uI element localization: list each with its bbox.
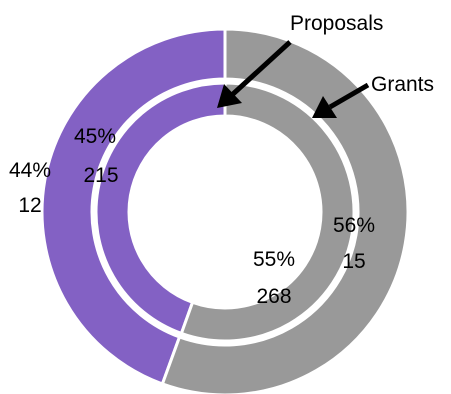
outer-slice-2-percent-label: 56% [333,214,375,237]
outer-slice-1-percent-label: 44% [9,159,51,182]
inner-slice-2-count-label: 268 [256,285,291,308]
outer-ring-callout-label: Grants [371,73,434,96]
outer-slice-1-count-label: 12 [18,194,41,217]
inner-slice-2-percent-label: 55% [253,248,295,271]
inner-slice-1-percent-label: 45% [74,125,116,148]
inner-ring-callout-label: Proposals [290,12,383,35]
inner-slice-1-count-label: 215 [83,164,118,187]
outer-slice-2-count-label: 15 [342,250,365,273]
donut-slices [42,29,408,394]
